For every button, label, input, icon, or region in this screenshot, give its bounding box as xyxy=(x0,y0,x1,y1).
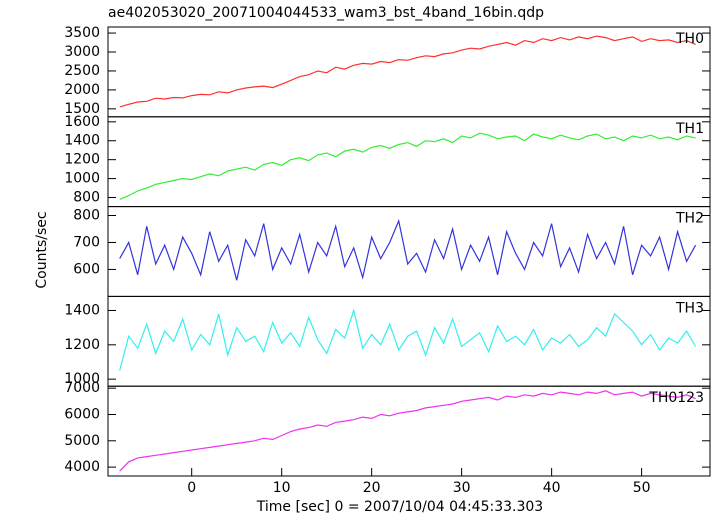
y-tick-label: 7000 xyxy=(64,380,100,396)
x-tick-label: 10 xyxy=(273,480,291,496)
panel-frame xyxy=(107,295,711,387)
y-tick-label: 1400 xyxy=(64,302,100,318)
figure-title: ae402053020_20071004044533_wam3_bst_4ban… xyxy=(108,5,544,21)
panel-frame xyxy=(107,385,711,477)
y-tick-label: 600 xyxy=(73,261,100,277)
panel-frame xyxy=(107,26,711,118)
y-tick-label: 1600 xyxy=(64,114,100,130)
series-label: TH1 xyxy=(675,121,704,137)
x-tick-label: 20 xyxy=(363,480,381,496)
y-tick-label: 2500 xyxy=(64,63,100,79)
series-label: TH2 xyxy=(675,211,704,227)
panel-frame xyxy=(107,116,711,208)
y-tick-label: 3500 xyxy=(64,25,100,41)
x-tick-label: 30 xyxy=(453,480,471,496)
y-tick-label: 800 xyxy=(73,207,100,223)
data-line xyxy=(119,218,697,281)
y-tick-label: 700 xyxy=(73,234,100,250)
y-tick-label: 800 xyxy=(73,190,100,206)
x-tick-label: 40 xyxy=(543,480,561,496)
y-tick-label: 1200 xyxy=(64,152,100,168)
series-label: TH3 xyxy=(675,300,704,316)
data-line xyxy=(119,390,696,472)
series-label: TH0 xyxy=(675,31,704,47)
y-tick-label: 4000 xyxy=(64,459,100,475)
y-tick-label: 5000 xyxy=(64,433,100,449)
y-tick-label: 1500 xyxy=(64,101,100,117)
y-tick-label: 1000 xyxy=(64,171,100,187)
panel-frame xyxy=(107,206,711,297)
data-line xyxy=(119,35,696,108)
y-tick-label: 2000 xyxy=(64,82,100,98)
y-tick-label: 6000 xyxy=(64,406,100,422)
data-line xyxy=(119,308,697,371)
y-tick-label: 1400 xyxy=(64,133,100,149)
y-tick-label: 1200 xyxy=(64,337,100,353)
y-axis-label: Counts/sec xyxy=(34,211,50,288)
x-tick-label: 50 xyxy=(633,480,651,496)
y-tick-label: 3000 xyxy=(64,44,100,60)
x-axis-label: Time [sec] 0 = 2007/10/04 04:45:33.303 xyxy=(256,499,543,515)
x-tick-label: 0 xyxy=(187,480,196,496)
series-label: TH0123 xyxy=(648,390,704,406)
y-tick-label: 1000 xyxy=(64,371,100,387)
data-line xyxy=(119,132,696,200)
